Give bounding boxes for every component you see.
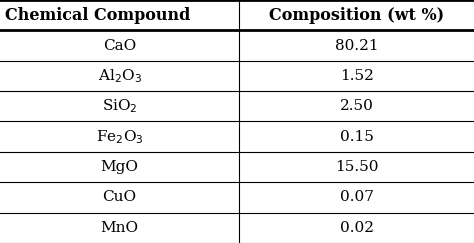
Text: Chemical Compound: Chemical Compound	[5, 7, 190, 24]
Text: Fe$_2$O$_3$: Fe$_2$O$_3$	[96, 128, 144, 146]
Text: 2.50: 2.50	[340, 99, 374, 113]
Text: Composition (wt %): Composition (wt %)	[269, 7, 444, 24]
Text: 1.52: 1.52	[340, 69, 374, 83]
Text: 80.21: 80.21	[335, 39, 379, 52]
Text: Al$_2$O$_3$: Al$_2$O$_3$	[98, 67, 142, 85]
Text: CuO: CuO	[103, 191, 137, 204]
Text: 0.15: 0.15	[340, 130, 374, 144]
Text: 15.50: 15.50	[335, 160, 378, 174]
Text: 0.02: 0.02	[340, 221, 374, 235]
Text: 0.07: 0.07	[340, 191, 374, 204]
Text: MnO: MnO	[100, 221, 139, 235]
Text: SiO$_2$: SiO$_2$	[102, 97, 137, 115]
Text: MgO: MgO	[100, 160, 139, 174]
Text: CaO: CaO	[103, 39, 137, 52]
